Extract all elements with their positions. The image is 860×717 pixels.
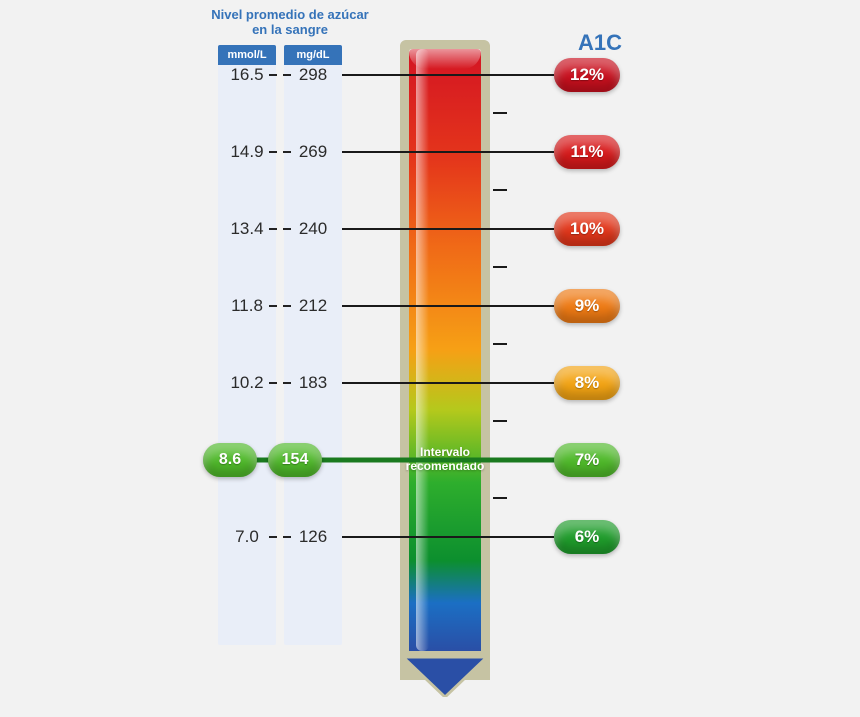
blood-sugar-title: Nivel promedio de azúcaren la sangre xyxy=(205,8,375,38)
mmol-value: 13.4 xyxy=(218,219,276,239)
mmol-header: mmol/L xyxy=(218,45,276,65)
a1c-pill: 12% xyxy=(554,58,620,92)
minor-tick xyxy=(493,112,507,114)
mgdl-pill-recommended: 154 xyxy=(268,443,322,477)
a1c-pill: 9% xyxy=(554,289,620,323)
a1c-pill: 6% xyxy=(554,520,620,554)
minor-tick xyxy=(493,189,507,191)
mmol-value: 16.5 xyxy=(218,65,276,85)
thermometer-tip-icon xyxy=(403,657,487,697)
mgdl-value: 183 xyxy=(284,373,342,393)
connector-line xyxy=(342,228,554,230)
mgdl-value: 212 xyxy=(284,296,342,316)
a1c-pill: 11% xyxy=(554,135,620,169)
connector-line xyxy=(342,305,554,307)
mgdl-header: mg/dL xyxy=(284,45,342,65)
connector-line xyxy=(342,74,554,76)
a1c-pill: 10% xyxy=(554,212,620,246)
a1c-title: A1C xyxy=(540,30,660,56)
mmol-value: 11.8 xyxy=(218,296,276,316)
mgdl-value: 126 xyxy=(284,527,342,547)
thermometer xyxy=(400,40,490,680)
connector-line xyxy=(342,151,554,153)
mmol-value: 7.0 xyxy=(218,527,276,547)
minor-tick xyxy=(493,497,507,499)
mmol-pill-recommended: 8.6 xyxy=(203,443,257,477)
a1c-pill: 8% xyxy=(554,366,620,400)
connector-line xyxy=(342,382,554,384)
mgdl-column: mg/dL 298 269 240 212 183 126 xyxy=(284,45,342,645)
a1c-pill: 7% xyxy=(554,443,620,477)
minor-tick xyxy=(493,266,507,268)
mmol-value: 14.9 xyxy=(218,142,276,162)
mgdl-value: 240 xyxy=(284,219,342,239)
mmol-value: 10.2 xyxy=(218,373,276,393)
minor-tick xyxy=(493,343,507,345)
mgdl-value: 298 xyxy=(284,65,342,85)
mgdl-value: 269 xyxy=(284,142,342,162)
connector-line xyxy=(342,536,554,538)
mmol-column: mmol/L 16.5 14.9 13.4 11.8 10.2 7.0 xyxy=(218,45,276,645)
minor-tick xyxy=(493,420,507,422)
